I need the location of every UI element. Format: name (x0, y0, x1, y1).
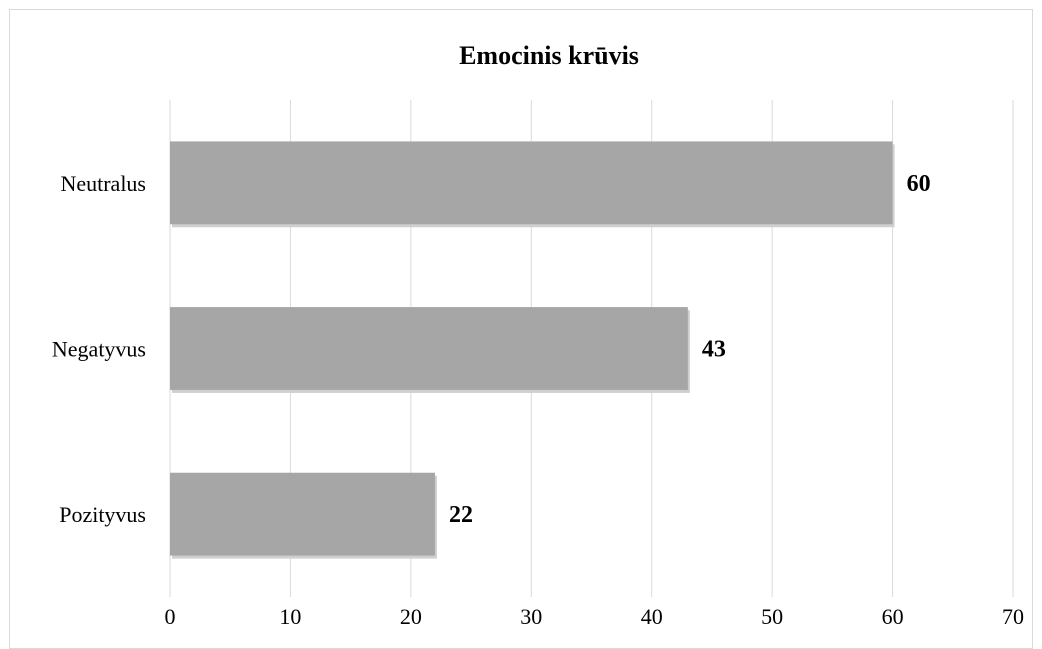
data-label-neutralus: 60 (907, 171, 931, 197)
bar-pozityvus (170, 472, 435, 556)
bars (170, 141, 895, 559)
tick-label-40: 40 (641, 604, 663, 629)
tick-label-70: 70 (1002, 604, 1024, 629)
data-label-negatyvus: 43 (702, 337, 726, 363)
tick-label-50: 50 (761, 604, 783, 629)
category-label-negatyvus: Negatyvus (52, 337, 146, 362)
category-labels: Neutralus Negatyvus Pozityvus (52, 171, 146, 527)
data-label-pozityvus: 22 (449, 502, 473, 528)
tick-label-60: 60 (882, 604, 904, 629)
tick-labels: 0 10 20 30 40 50 60 70 (165, 604, 1025, 629)
bar-negatyvus (170, 307, 688, 390)
category-label-pozityvus: Pozityvus (59, 502, 146, 527)
category-label-neutralus: Neutralus (60, 171, 146, 196)
tick-label-10: 10 (279, 604, 301, 629)
tick-label-20: 20 (400, 604, 422, 629)
chart-title: Emocinis krūvis (459, 41, 639, 70)
bar-neutralus (170, 141, 893, 225)
tick-label-30: 30 (520, 604, 542, 629)
tick-label-0: 0 (165, 604, 176, 629)
data-labels: 60 43 22 (449, 171, 931, 528)
